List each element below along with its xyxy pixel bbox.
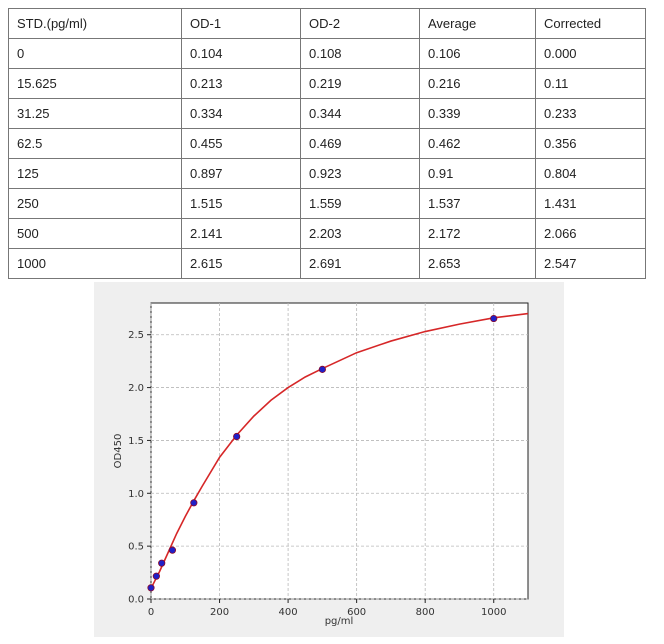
table-cell: 0.213 <box>181 68 301 99</box>
y-tick-label: 1.0 <box>128 489 144 500</box>
table-cell: 0.923 <box>300 158 420 189</box>
y-tick-label: 0.5 <box>128 542 144 553</box>
x-axis-label: pg/ml <box>325 616 354 627</box>
x-tick-label: 800 <box>416 607 435 618</box>
table-cell: 0.469 <box>300 128 420 159</box>
table-cell: 0.455 <box>181 128 301 159</box>
col-header-od2: OD-2 <box>300 8 420 39</box>
table-cell: 2.615 <box>181 248 301 279</box>
table-cell: 250 <box>8 188 182 219</box>
table-cell: 1.537 <box>419 188 536 219</box>
y-tick-label: 2.0 <box>128 383 144 394</box>
table-row: 1000 2.615 2.691 2.653 2.547 <box>8 248 646 279</box>
table-cell: 1.515 <box>181 188 301 219</box>
data-point <box>190 499 198 507</box>
table-row: 31.25 0.334 0.344 0.339 0.233 <box>8 98 646 129</box>
table-row: 15.625 0.213 0.219 0.216 0.11 <box>8 68 646 99</box>
table-cell: 2.203 <box>300 218 420 249</box>
x-tick-label: 600 <box>347 607 366 618</box>
table-cell: 0.356 <box>535 128 646 159</box>
x-tick-label: 400 <box>279 607 298 618</box>
fit-curve <box>150 312 529 589</box>
table-cell: 1.559 <box>300 188 420 219</box>
x-tick-label: 1000 <box>481 607 506 618</box>
table-header-row: STD.(pg/ml) OD-1 OD-2 Average Corrected <box>8 8 646 39</box>
fit-curve-line <box>150 312 529 589</box>
table-cell: 15.625 <box>8 68 182 99</box>
table-cell: 0.339 <box>419 98 536 129</box>
col-header-std: STD.(pg/ml) <box>8 8 182 39</box>
table-cell: 62.5 <box>8 128 182 159</box>
data-point <box>147 584 155 592</box>
table-cell: 0.104 <box>181 38 301 69</box>
table-cell: 0 <box>8 38 182 69</box>
data-point <box>490 314 498 323</box>
data-point <box>152 572 160 580</box>
axes: 0 200 400 600 800 1000 0.0 0.5 1.0 1.5 2.0 2.5 <box>128 330 506 618</box>
data-point <box>233 432 241 441</box>
table-cell: 0.91 <box>419 158 536 189</box>
table-cell: 0.106 <box>419 38 536 69</box>
standards-table: STD.(pg/ml) OD-1 OD-2 Average Corrected … <box>8 8 646 279</box>
table-cell: 0.108 <box>300 38 420 69</box>
table-cell: 0.11 <box>535 68 646 99</box>
data-points <box>147 314 498 592</box>
table-cell: 0.897 <box>181 158 301 189</box>
plot-area <box>150 302 529 600</box>
table-cell: 1.431 <box>535 188 646 219</box>
table-cell: 0.219 <box>300 68 420 99</box>
table-cell: 0.216 <box>419 68 536 99</box>
table-cell: 2.172 <box>419 218 536 249</box>
table-cell: 1000 <box>8 248 182 279</box>
x-tick-label: 200 <box>210 607 229 618</box>
y-axis-label: OD450 <box>113 434 124 469</box>
y-tick-label: 0.0 <box>128 595 144 606</box>
col-header-average: Average <box>419 8 536 39</box>
chart-svg: 0 200 400 600 800 1000 0.0 0.5 1.0 1.5 2.0 2.5 pg/m… <box>113 302 529 627</box>
table-cell: 0.000 <box>535 38 646 69</box>
table-cell: 2.691 <box>300 248 420 279</box>
table-cell: 0.334 <box>181 98 301 129</box>
table-row: 0 0.104 0.108 0.106 0.000 <box>8 38 646 69</box>
standard-curve-chart: 0 200 400 600 800 1000 0.0 0.5 1.0 1.5 2.0 2.5 pg/m… <box>94 282 564 637</box>
table-cell: 2.547 <box>535 248 646 279</box>
col-header-corrected: Corrected <box>535 8 646 39</box>
x-tick-label: 0 <box>148 607 154 618</box>
table-cell: 2.653 <box>419 248 536 279</box>
table-cell: 2.066 <box>535 218 646 249</box>
table-row: 250 1.515 1.559 1.537 1.431 <box>8 188 646 219</box>
table-cell: 500 <box>8 218 182 249</box>
table-row: 500 2.141 2.203 2.172 2.066 <box>8 218 646 249</box>
col-header-od1: OD-1 <box>181 8 301 39</box>
table-cell: 0.344 <box>300 98 420 129</box>
y-tick-label: 1.5 <box>128 436 144 447</box>
y-tick-label: 2.5 <box>128 330 144 341</box>
table-cell: 0.462 <box>419 128 536 159</box>
table-row: 62.5 0.455 0.469 0.462 0.356 <box>8 128 646 159</box>
table-cell: 0.233 <box>535 98 646 129</box>
data-point <box>318 365 326 373</box>
table-cell: 2.141 <box>181 218 301 249</box>
data-point <box>168 546 177 554</box>
grid-lines <box>150 303 528 600</box>
table-row: 125 0.897 0.923 0.91 0.804 <box>8 158 646 189</box>
table-cell: 31.25 <box>8 98 182 129</box>
table-cell: 125 <box>8 158 182 189</box>
table-cell: 0.804 <box>535 158 646 189</box>
data-point <box>158 559 166 567</box>
